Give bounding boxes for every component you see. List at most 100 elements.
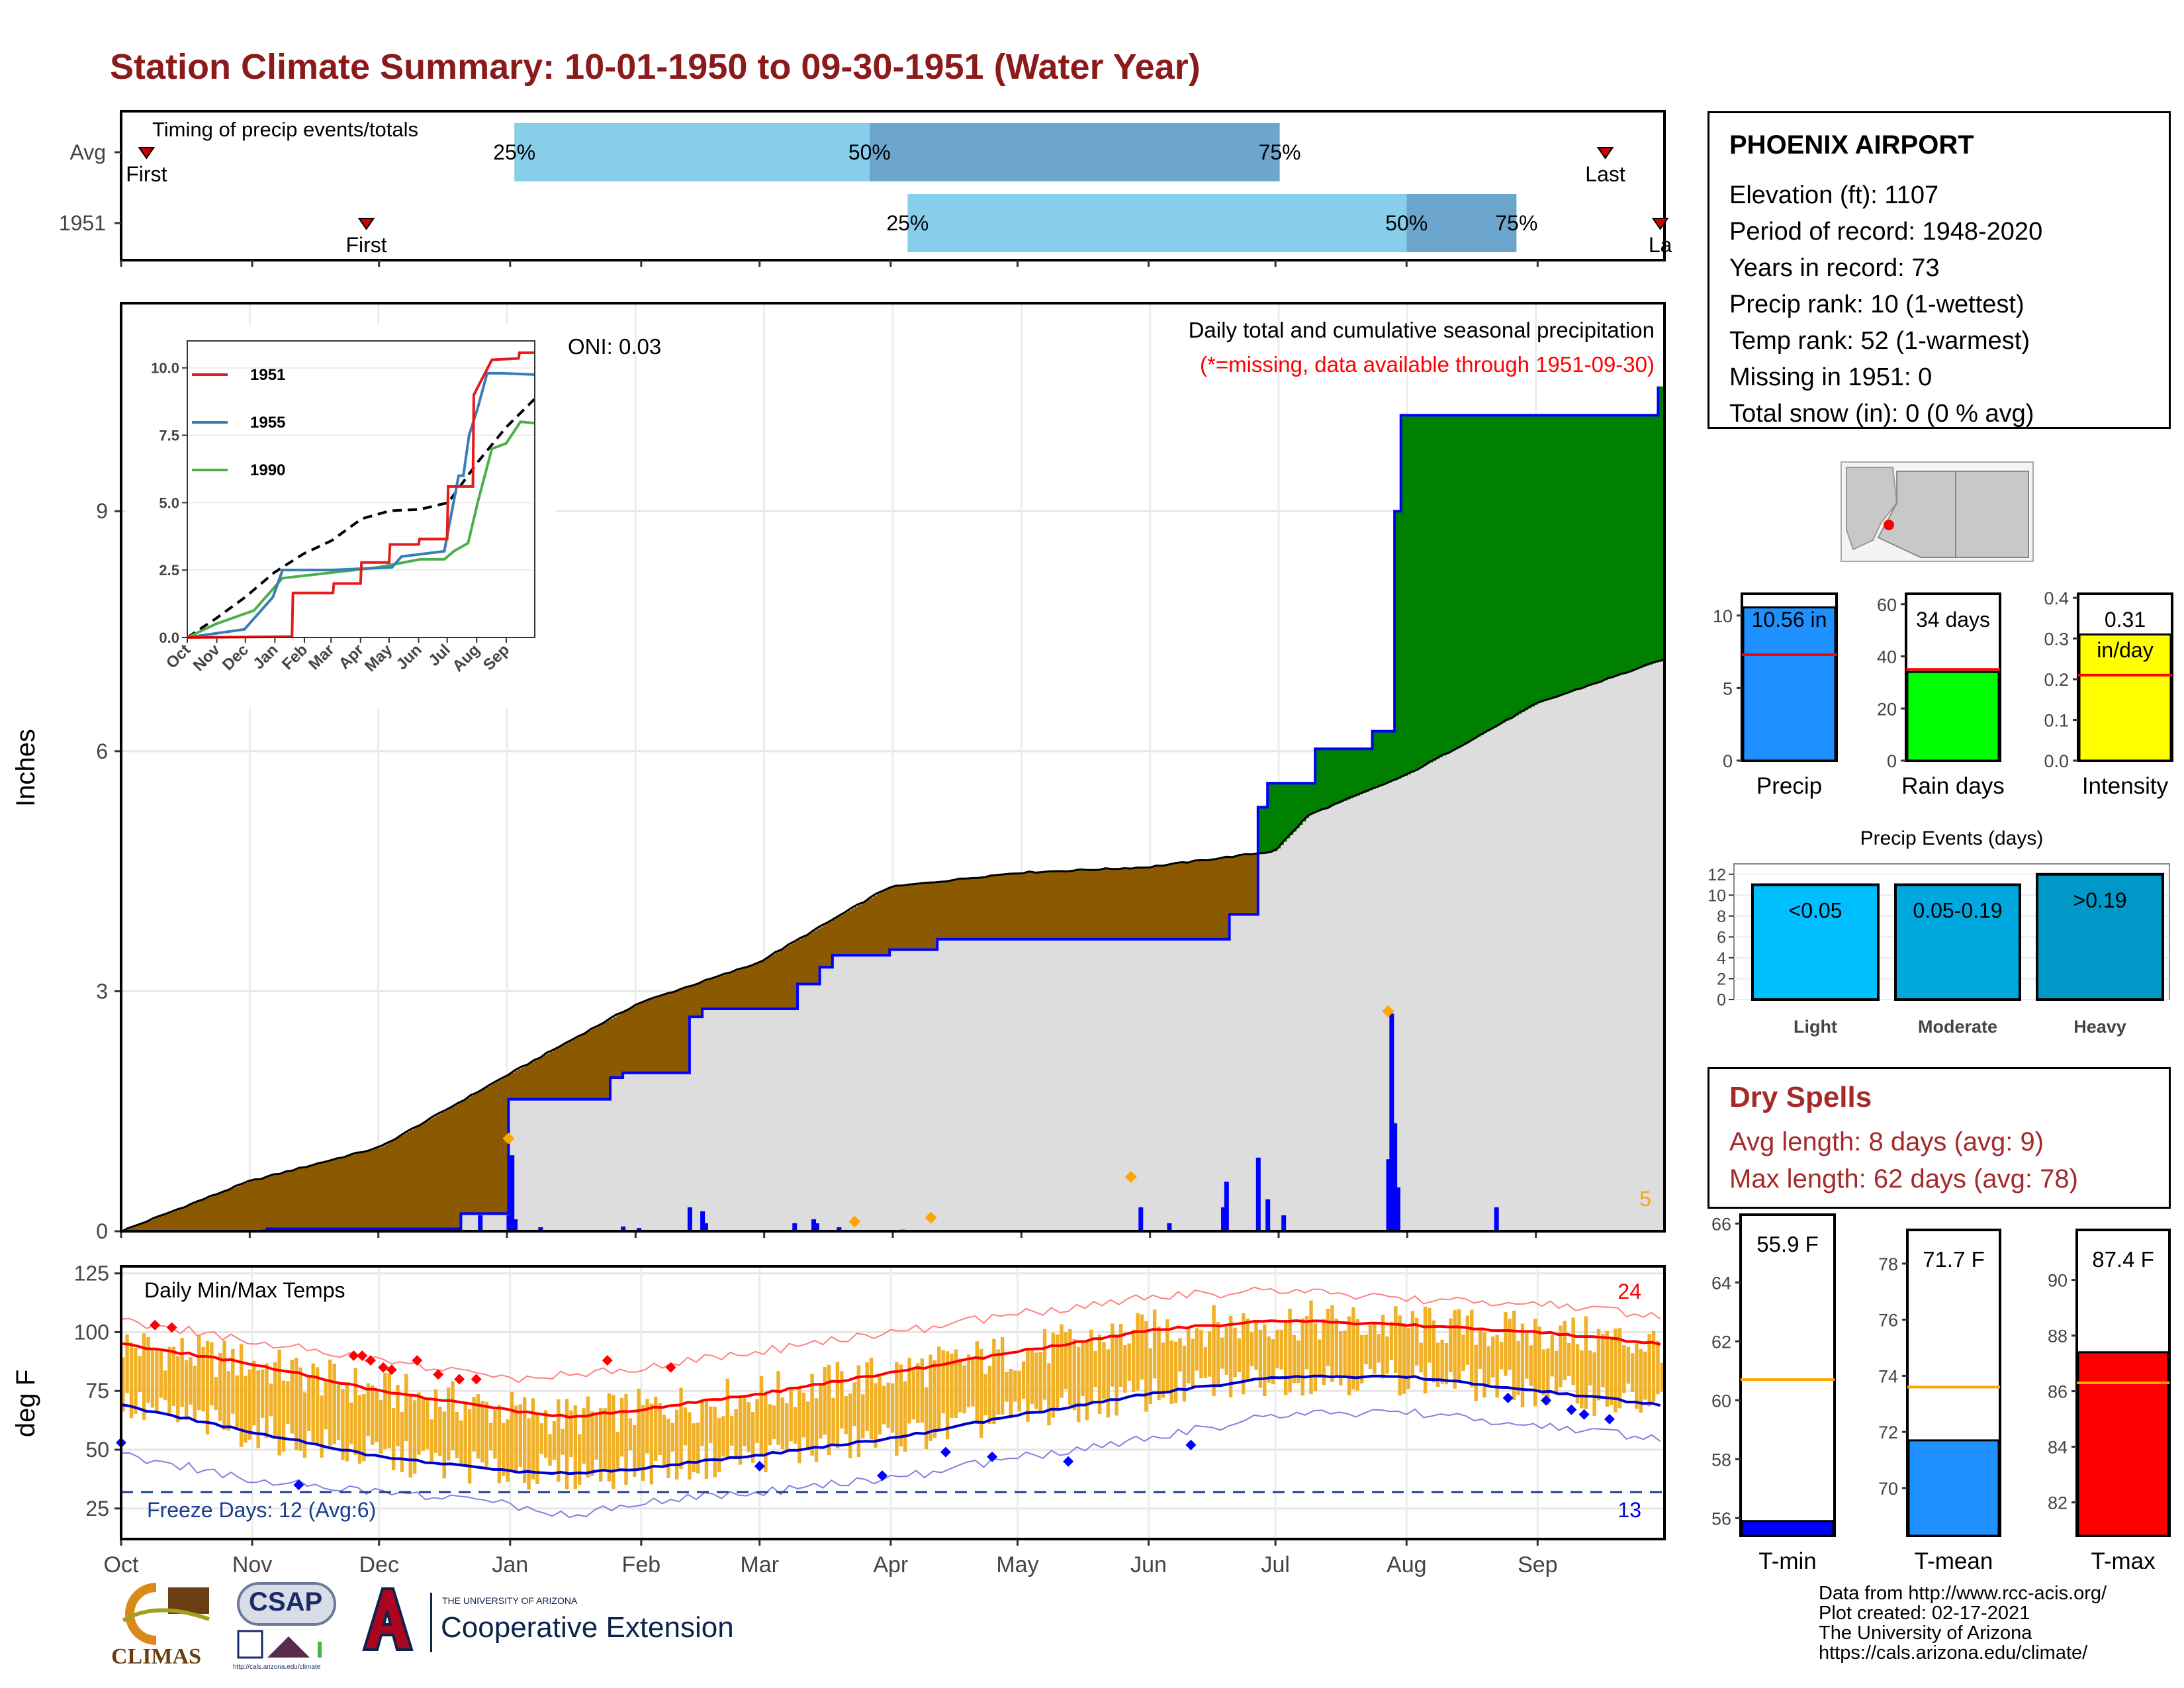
precip-y-tick-label-1: 3 xyxy=(96,979,108,1003)
precip-daily-bar-19 xyxy=(1224,1182,1229,1231)
precip-daily-bar-24 xyxy=(1389,1013,1394,1231)
temp-total-y-tick-label-0-4: 64 xyxy=(1711,1273,1731,1293)
temp-cold-day-marker-6 xyxy=(1063,1456,1074,1467)
precip-daily-bar-21 xyxy=(1265,1199,1271,1231)
map-station-location-icon xyxy=(1884,520,1894,530)
temp-total-name-0: T-min xyxy=(1758,1548,1817,1574)
inset-legend-label-1955: 1955 xyxy=(250,414,285,432)
temp-x-tick-label-11: Sep xyxy=(1518,1552,1558,1577)
temp-x-tick-label-3: Jan xyxy=(492,1552,528,1577)
temp-x-tick-label-0: Oct xyxy=(104,1552,139,1577)
timing-panel-title: Timing of precip events/totals xyxy=(152,118,418,141)
temp-total-y-tick-label-2-0: 82 xyxy=(2048,1493,2068,1513)
temp-x-tick-label-1: Nov xyxy=(232,1552,272,1577)
credit-plot-created: Plot created: 02-17-2021 xyxy=(1819,1603,2030,1624)
credit-url: https://cals.arizona.edu/climate/ xyxy=(1819,1642,2088,1664)
precip-daily-bar-14 xyxy=(837,1227,842,1231)
temp-hot-day-marker-5 xyxy=(378,1362,389,1373)
temp-total-y-tick-label-1-3: 76 xyxy=(1878,1311,1898,1331)
temp-hot-count: 24 xyxy=(1617,1280,1641,1303)
temp-hot-day-marker-2 xyxy=(348,1350,359,1361)
precip-daily-marker-0 xyxy=(502,1132,515,1145)
temp-hot-day-marker-4 xyxy=(365,1355,376,1366)
timing-bar-dark-0 xyxy=(869,123,1280,181)
temp-total-y-tick-label-0-2: 60 xyxy=(1711,1391,1731,1411)
timing-label-75-1: 75% xyxy=(1495,211,1537,235)
precip-daily-bar-4 xyxy=(512,1219,518,1231)
temp-total-y-tick-label-1-0: 70 xyxy=(1878,1479,1898,1499)
temp-panel-title: Daily Min/Max Temps xyxy=(144,1278,345,1302)
precip-daily-bar-6 xyxy=(621,1226,626,1231)
temp-cold-day-marker-7 xyxy=(1185,1439,1197,1450)
station-precip-rank: Precip rank: 10 (1-wettest) xyxy=(1729,291,2025,318)
temp-y-tick-label-3: 100 xyxy=(74,1320,109,1344)
precip-total-y-tick-label-0-0: 0 xyxy=(1723,751,1733,771)
precip-total-y-tick-label-2-3: 0.3 xyxy=(2044,630,2069,649)
temp-total-y-tick-label-1-2: 74 xyxy=(1878,1366,1898,1386)
temp-hot-day-marker-10 xyxy=(471,1374,482,1385)
precip-events-y-tick-label-1: 2 xyxy=(1717,970,1726,988)
temp-hot-day-marker-1 xyxy=(166,1322,177,1333)
station-snow: Total snow (in): 0 (0 % avg) xyxy=(1729,400,2034,428)
temp-total-y-tick-label-1-1: 72 xyxy=(1878,1423,1898,1442)
temp-cold-day-marker-10 xyxy=(1566,1404,1577,1415)
precip-events-bar-heavy xyxy=(2036,872,2164,1002)
precip-daily-bar-16 xyxy=(1138,1207,1144,1231)
dry-spells-box: Dry Spells Avg length: 8 days (avg: 9) M… xyxy=(1707,1067,2171,1209)
precip-daily-bar-10 xyxy=(703,1223,708,1231)
timing-row-label-1: 1951 xyxy=(59,211,106,235)
timing-row-label-0: Avg xyxy=(69,140,106,164)
timing-bar-light-1 xyxy=(907,194,1407,252)
precip-corner-count: 5 xyxy=(1639,1187,1651,1211)
temp-total-bar-1 xyxy=(1907,1439,2000,1537)
temp-cold-count: 13 xyxy=(1617,1498,1641,1522)
temp-y-tick-label-4: 125 xyxy=(74,1262,109,1286)
precip-daily-bar-12 xyxy=(811,1219,817,1231)
precip-total-value-1: 34 days xyxy=(1916,608,1990,632)
ua-divider xyxy=(430,1593,432,1652)
precip-events-bar-moderate xyxy=(1894,883,2021,1001)
precip-events-bar-label-light: <0.05 xyxy=(1789,899,1843,923)
temp-total-y-tick-label-2-2: 86 xyxy=(2048,1382,2068,1402)
precip-events-bar-label-heavy: >0.19 xyxy=(2073,888,2127,912)
temp-total-y-tick-label-0-3: 62 xyxy=(1711,1332,1731,1352)
precip-total-bar-0 xyxy=(1742,606,1837,762)
inset-y-tick-label-3: 7.5 xyxy=(159,428,179,444)
precip-y-tick-label-3: 9 xyxy=(96,499,108,523)
temp-total-value-2: 87.4 F xyxy=(2092,1247,2154,1272)
inset-legend-label-1990: 1990 xyxy=(250,461,285,479)
precip-events-title: Precip Events (days) xyxy=(1860,827,2044,849)
temp-total-y-tick-label-2-4: 90 xyxy=(2048,1271,2068,1291)
station-elevation: Elevation (ft): 1107 xyxy=(1729,181,1939,209)
timing-first-marker-1 xyxy=(357,218,375,230)
temp-x-tick-label-9: Jul xyxy=(1261,1552,1289,1577)
temp-panel-frame xyxy=(120,1265,1666,1540)
station-years: Years in record: 73 xyxy=(1729,254,1940,282)
inset-y-tick-label-1: 2.5 xyxy=(159,562,179,579)
precip-daily-bar-8 xyxy=(687,1207,692,1231)
precip-events-y-tick-label-2: 4 xyxy=(1717,949,1726,968)
precip-total-name-1: Rain days xyxy=(1901,773,2005,799)
precip-deficit-area xyxy=(124,853,1259,1231)
inset-line-1951 xyxy=(187,351,535,639)
temp-hot-day-marker-12 xyxy=(665,1362,676,1373)
temp-freeze-label: Freeze Days: 12 (Avg:6) xyxy=(147,1498,376,1522)
precip-total-y-tick-label-2-4: 0.4 xyxy=(2044,588,2069,608)
temp-cold-day-marker-1 xyxy=(293,1479,304,1491)
temp-record-min-line xyxy=(120,1408,1661,1519)
temp-hot-day-marker-3 xyxy=(357,1350,368,1361)
temp-cold-day-marker-9 xyxy=(1541,1395,1552,1406)
temp-cold-day-marker-8 xyxy=(1502,1392,1514,1403)
precip-events-y-tick-label-3: 6 xyxy=(1717,928,1726,947)
precip-y-tick-label-2: 6 xyxy=(96,739,108,763)
temp-x-tick-label-7: May xyxy=(996,1552,1038,1577)
precip-daily-bar-25 xyxy=(1392,1123,1398,1231)
temp-total-y-tick-label-0-0: 56 xyxy=(1711,1509,1731,1528)
timing-first-label-0: First xyxy=(126,162,167,186)
map-state-west xyxy=(1846,467,1898,551)
precip-daily-marker-3 xyxy=(1124,1170,1137,1183)
temp-total-y-tick-label-2-3: 88 xyxy=(2048,1327,2068,1346)
station-missing: Missing in 1951: 0 xyxy=(1729,363,1933,391)
precip-observed-line xyxy=(121,386,1660,1233)
inset-y-tick-label-4: 10.0 xyxy=(151,360,179,377)
